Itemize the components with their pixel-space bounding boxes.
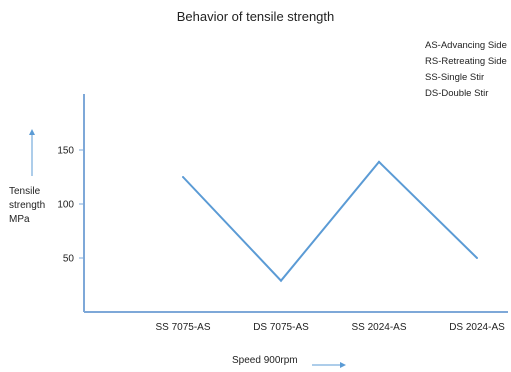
y-tick-label: 100 <box>57 200 74 211</box>
x-tick-label: DS 2024-AS <box>449 322 505 333</box>
data-point <box>476 257 478 259</box>
legend-note-as: AS-Advancing Side <box>425 40 507 51</box>
y-axis-label-line-1: Tensile <box>9 186 41 197</box>
y-axis-label-line-3: MPa <box>9 214 30 225</box>
series-line <box>182 160 478 283</box>
data-point <box>280 279 282 282</box>
y-arrow-icon <box>29 129 35 176</box>
legend-note-ss: SS-Single Stir <box>425 72 485 83</box>
x-tick-label: DS 7075-AS <box>253 322 309 333</box>
x-arrow-icon <box>312 362 346 368</box>
x-tick-label: SS 7075-AS <box>155 322 210 333</box>
x-axis-label: Speed 900rpm <box>232 355 298 366</box>
y-tick-label: 150 <box>57 146 74 157</box>
data-point <box>182 176 184 178</box>
chart-title: Behavior of tensile strength <box>176 9 335 24</box>
y-tick-label: 50 <box>63 254 75 265</box>
data-point <box>378 160 380 163</box>
legend-note-ds: DS-Double Stir <box>425 88 489 99</box>
legend-note-rs: RS-Retreating Side <box>425 56 507 67</box>
y-axis-label-line-2: strength <box>9 200 46 211</box>
x-tick-label: SS 2024-AS <box>351 322 406 333</box>
